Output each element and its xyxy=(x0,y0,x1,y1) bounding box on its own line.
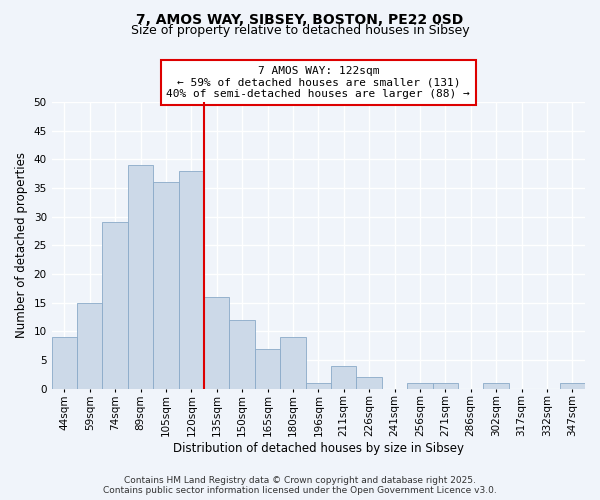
Text: Contains HM Land Registry data © Crown copyright and database right 2025.
Contai: Contains HM Land Registry data © Crown c… xyxy=(103,476,497,495)
Bar xyxy=(407,383,433,389)
Bar xyxy=(305,383,331,389)
Bar xyxy=(560,383,585,389)
Bar xyxy=(77,302,103,389)
Bar xyxy=(484,383,509,389)
Bar xyxy=(280,337,305,389)
Text: Size of property relative to detached houses in Sibsey: Size of property relative to detached ho… xyxy=(131,24,469,37)
Bar xyxy=(433,383,458,389)
Bar xyxy=(52,337,77,389)
Y-axis label: Number of detached properties: Number of detached properties xyxy=(15,152,28,338)
Text: 7, AMOS WAY, SIBSEY, BOSTON, PE22 0SD: 7, AMOS WAY, SIBSEY, BOSTON, PE22 0SD xyxy=(136,12,464,26)
Bar xyxy=(331,366,356,389)
Bar xyxy=(204,297,229,389)
Bar xyxy=(128,165,153,389)
Bar xyxy=(356,378,382,389)
Bar xyxy=(255,348,280,389)
Bar xyxy=(103,222,128,389)
Bar xyxy=(229,320,255,389)
Bar xyxy=(153,182,179,389)
X-axis label: Distribution of detached houses by size in Sibsey: Distribution of detached houses by size … xyxy=(173,442,464,455)
Text: 7 AMOS WAY: 122sqm
← 59% of detached houses are smaller (131)
40% of semi-detach: 7 AMOS WAY: 122sqm ← 59% of detached hou… xyxy=(166,66,470,99)
Bar xyxy=(179,171,204,389)
